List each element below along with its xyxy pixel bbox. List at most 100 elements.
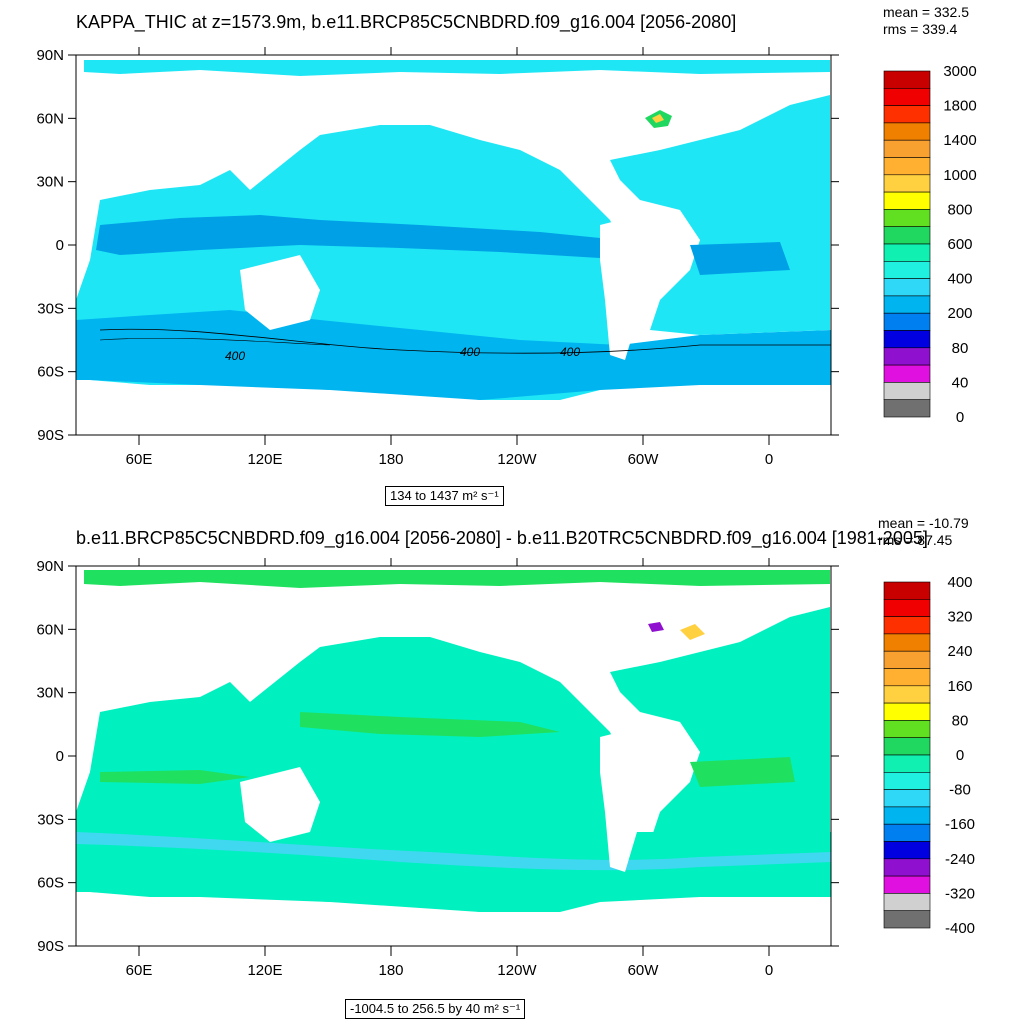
colorbar-swatch bbox=[883, 668, 931, 687]
top-axes: 90N 60N 30N 0 30S 60S 90S 60E 120E 180 120W 60W 0 bbox=[36, 47, 839, 468]
lat-tick-label: 30S bbox=[37, 811, 64, 828]
colorbar-swatch bbox=[883, 278, 931, 297]
colorbar-swatch bbox=[883, 105, 931, 124]
top-contour-line-2 bbox=[99, 337, 331, 346]
colorbar-label: 600 bbox=[947, 236, 972, 253]
colorbar-label: 80 bbox=[952, 712, 969, 729]
top-land-africa bbox=[600, 215, 660, 360]
colorbar-label: 0 bbox=[956, 409, 964, 426]
colorbar-label: -400 bbox=[945, 920, 975, 937]
colorbar-swatch bbox=[883, 858, 931, 877]
colorbar-swatch bbox=[883, 633, 931, 652]
colorbar-swatch bbox=[883, 650, 931, 669]
colorbar-swatch bbox=[883, 875, 931, 894]
colorbar-swatch bbox=[883, 174, 931, 193]
colorbar-label: -240 bbox=[945, 851, 975, 868]
top-land-australia bbox=[240, 255, 320, 330]
colorbar-label: 40 bbox=[952, 374, 969, 391]
colorbar-swatch bbox=[883, 841, 931, 860]
lat-tick-label: 0 bbox=[56, 748, 64, 765]
top-map: 400 400 400 bbox=[75, 54, 832, 436]
colorbar-swatch bbox=[883, 616, 931, 635]
lat-tick-label: 30N bbox=[36, 685, 64, 702]
lon-tick-label: 120E bbox=[247, 962, 282, 979]
lon-tick-label: 60E bbox=[126, 451, 153, 468]
lat-tick-label: 60N bbox=[36, 621, 64, 638]
lon-tick-label: 180 bbox=[378, 962, 403, 979]
colorbar-label: 1000 bbox=[943, 167, 976, 184]
colorbar-label: 1400 bbox=[943, 132, 976, 149]
lat-tick-label: 90S bbox=[37, 938, 64, 955]
colorbar-label: -160 bbox=[945, 816, 975, 833]
colorbar-label: 200 bbox=[947, 305, 972, 322]
lat-tick-label: 60N bbox=[36, 110, 64, 127]
bottom-band-positive-atlantic bbox=[690, 757, 795, 787]
colorbar-label: 0 bbox=[956, 747, 964, 764]
top-contour-label-2: 400 bbox=[460, 345, 480, 359]
bottom-ocean-atlantic bbox=[610, 607, 830, 847]
lat-tick-label: 90S bbox=[37, 427, 64, 444]
bottom-axes: 90N 60N 30N 0 30S 60S 90S 60E 120E 180 120W 60W 0 bbox=[36, 558, 839, 979]
colorbar-swatch bbox=[883, 399, 931, 418]
bottom-hotspot-labrador bbox=[680, 624, 705, 640]
bottom-title: b.e11.BRCP85C5CNBDRD.f09_g16.004 [2056-2… bbox=[76, 528, 928, 548]
lon-tick-label: 120W bbox=[497, 962, 537, 979]
top-ocean-equatorial bbox=[96, 215, 600, 258]
top-title: KAPPA_THIC at z=1573.9m, b.e11.BRCP85C5C… bbox=[76, 12, 737, 32]
colorbar-swatch bbox=[883, 295, 931, 314]
colorbar-swatch bbox=[883, 70, 931, 89]
colorbar-swatch bbox=[883, 910, 931, 929]
bottom-land-australia bbox=[240, 767, 320, 842]
colorbar-swatch bbox=[883, 754, 931, 773]
colorbar-label: 3000 bbox=[943, 63, 976, 80]
lon-tick-label: 180 bbox=[378, 451, 403, 468]
lon-tick-label: 0 bbox=[765, 962, 773, 979]
top-range-label: 134 to 1437 m² s⁻¹ bbox=[385, 486, 504, 506]
lat-tick-label: 0 bbox=[56, 237, 64, 254]
colorbar-swatch bbox=[883, 139, 931, 158]
top-contour-label-3: 400 bbox=[560, 345, 580, 359]
top-rms: rms = 339.4 bbox=[883, 21, 958, 37]
colorbar-swatch bbox=[883, 806, 931, 825]
colorbar-swatch bbox=[883, 330, 931, 349]
lon-tick-label: 60W bbox=[628, 962, 660, 979]
colorbar-swatch bbox=[883, 157, 931, 176]
colorbar-swatch bbox=[883, 347, 931, 366]
top-ocean-atlantic bbox=[610, 95, 830, 335]
lon-tick-label: 60W bbox=[628, 451, 660, 468]
colorbar-swatch bbox=[883, 581, 931, 600]
top-ocean-arctic bbox=[84, 60, 830, 76]
bottom-land-africa bbox=[600, 727, 660, 872]
colorbar-label: 160 bbox=[947, 678, 972, 695]
bottom-map-svg: 90N 60N 30N 0 30S 60S 90S 60E 120E 180 120W 60W 0 40… bbox=[36, 558, 975, 979]
bottom-rms: rms = 87.45 bbox=[878, 532, 953, 548]
lon-tick-label: 60E bbox=[126, 962, 153, 979]
colorbar-label: -80 bbox=[949, 782, 971, 799]
colorbar-swatch bbox=[883, 209, 931, 227]
lat-tick-label: 30N bbox=[36, 174, 64, 191]
bottom-panel: b.e11.BRCP85C5CNBDRD.f09_g16.004 [2056-2… bbox=[0, 512, 1024, 1024]
colorbar-swatch bbox=[883, 382, 931, 400]
bottom-colorbar: 400 320 240 160 80 0 -80 -160 -240 -320 -400 bbox=[883, 574, 975, 937]
lat-tick-label: 90N bbox=[36, 558, 64, 575]
bottom-band-positive-north bbox=[300, 712, 560, 737]
lat-tick-label: 60S bbox=[37, 364, 64, 381]
colorbar-swatch bbox=[883, 737, 931, 756]
colorbar-swatch bbox=[883, 599, 931, 617]
colorbar-swatch bbox=[883, 260, 931, 279]
bottom-band-negative bbox=[76, 832, 831, 871]
colorbar-swatch bbox=[883, 771, 931, 790]
colorbar-swatch bbox=[883, 226, 931, 245]
lon-tick-label: 120W bbox=[497, 451, 537, 468]
colorbar-label: -320 bbox=[945, 885, 975, 902]
colorbar-swatch bbox=[883, 191, 931, 210]
colorbar-swatch bbox=[883, 893, 931, 911]
lat-tick-label: 90N bbox=[36, 47, 64, 64]
bottom-map bbox=[75, 565, 832, 947]
colorbar-label: 80 bbox=[952, 340, 969, 357]
colorbar-swatch bbox=[883, 364, 931, 383]
colorbar-swatch bbox=[883, 88, 931, 106]
colorbar-label: 400 bbox=[947, 271, 972, 288]
colorbar-label: 320 bbox=[947, 609, 972, 626]
